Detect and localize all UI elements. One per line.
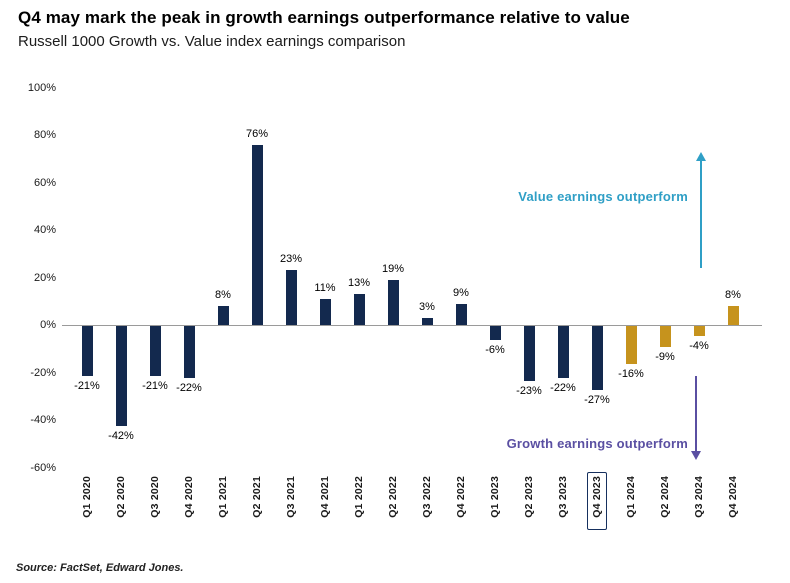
bar-value-label: 19% (381, 262, 405, 275)
value-outperform-label: Value earnings outperform (518, 189, 688, 204)
y-axis-tick-label: 80% (33, 129, 56, 141)
bar-value-label: 8% (215, 289, 231, 301)
up-arrow-icon (696, 152, 706, 268)
bar-q3-2023 (557, 326, 569, 379)
up-arrow-head (696, 152, 706, 161)
bar-value-label: -4% (689, 339, 709, 352)
bar-q3-2024 (693, 326, 705, 336)
bar-q2-2023 (523, 326, 535, 381)
value-outperform-annotation: Value earnings outperform (518, 189, 688, 204)
x-axis-tick-label: Q1 2021 (217, 476, 229, 518)
x-axis-tick-label: Q4 2020 (183, 476, 195, 518)
down-arrow-head (691, 451, 701, 460)
bar-value-label: -21% (74, 379, 100, 392)
x-axis-tick-label: Q3 2024 (693, 476, 705, 518)
bar-q1-2022 (353, 294, 365, 325)
bar-q2-2024 (659, 326, 671, 348)
bar-q3-2021 (285, 270, 297, 325)
x-axis-tick-label: Q2 2022 (387, 476, 399, 518)
x-axis-tick-label: Q4 2021 (319, 476, 331, 518)
bar-q1-2024 (625, 326, 637, 364)
down-arrow-shaft (695, 376, 697, 451)
x-axis-tick-label: Q2 2023 (523, 476, 535, 518)
y-axis-tick-label: 0% (40, 319, 56, 331)
bar-value-label: 13% (347, 277, 371, 290)
y-axis-tick-label: -40% (30, 414, 56, 426)
bar-value-label: -22% (550, 382, 576, 395)
bar-q2-2021 (251, 144, 263, 325)
bar-value-label: 8% (725, 289, 741, 301)
bar-q3-2020 (149, 326, 161, 376)
y-axis-tick-label: -60% (30, 461, 56, 474)
y-axis-tick-label: -20% (30, 366, 56, 379)
bar-value-label: 23% (279, 253, 303, 266)
growth-outperform-label: Growth earnings outperform (506, 436, 688, 451)
y-axis-tick-label: 20% (33, 271, 56, 284)
x-axis-tick-label: Q3 2023 (557, 476, 569, 518)
x-axis-tick-label: Q3 2020 (149, 476, 161, 518)
up-arrow-shaft (700, 161, 702, 268)
bar-value-label: -9% (655, 351, 675, 364)
x-axis-tick-label: Q1 2022 (353, 476, 365, 518)
highlight-box (587, 472, 607, 530)
bar-q1-2021 (217, 306, 229, 325)
bar-q4-2024 (727, 306, 739, 325)
zero-axis-line (62, 325, 762, 326)
x-axis-tick-label: Q1 2024 (625, 476, 637, 518)
x-axis-tick-label: Q3 2022 (421, 476, 433, 518)
bar-q4-2021 (319, 298, 331, 325)
bar-q3-2022 (421, 317, 433, 325)
y-axis-tick-label: 40% (33, 224, 56, 236)
bar-value-label: 3% (419, 300, 435, 313)
bar-q2-2022 (387, 279, 399, 325)
bar-value-label: -22% (176, 382, 202, 395)
bar-value-label: -23% (516, 384, 542, 397)
chart-subtitle: Russell 1000 Growth vs. Value index earn… (18, 33, 406, 50)
bar-q1-2023 (489, 326, 501, 341)
x-axis-tick-label: Q2 2020 (115, 476, 127, 518)
x-axis-tick-label: Q1 2020 (81, 476, 93, 518)
bar-value-label: -16% (618, 368, 644, 380)
y-axis-tick-label: 60% (33, 176, 56, 189)
bar-value-label: 9% (453, 286, 469, 299)
growth-outperform-annotation: Growth earnings outperform (507, 436, 688, 451)
bar-value-label: -42% (108, 429, 134, 442)
bar-value-label: 76% (245, 127, 269, 140)
y-axis-tick-label: 100% (27, 81, 56, 94)
chart-title: Q4 may mark the peak in growth earnings … (18, 8, 630, 27)
x-axis-tick-label: Q3 2021 (285, 476, 297, 518)
source-note: Source: FactSet, Edward Jones. (16, 562, 184, 574)
bar-q4-2022 (455, 303, 467, 325)
x-axis-tick-label: Q2 2021 (251, 476, 263, 518)
x-axis-tick-label: Q4 2022 (455, 476, 467, 518)
bar-value-label: -27% (584, 394, 610, 407)
down-arrow-icon (691, 376, 701, 460)
bar-q4-2020 (183, 326, 195, 379)
bar-value-label: -6% (485, 344, 505, 357)
x-axis-tick-label: Q4 2024 (727, 476, 739, 518)
x-axis-tick-label: Q2 2024 (659, 476, 671, 518)
x-axis-tick-label: Q1 2023 (489, 476, 501, 518)
bar-value-label: 11% (314, 281, 336, 294)
bar-q4-2023 (591, 326, 603, 391)
bar-value-label: -21% (142, 379, 168, 392)
bar-q2-2020 (115, 326, 127, 426)
bar-q1-2020 (81, 326, 93, 376)
